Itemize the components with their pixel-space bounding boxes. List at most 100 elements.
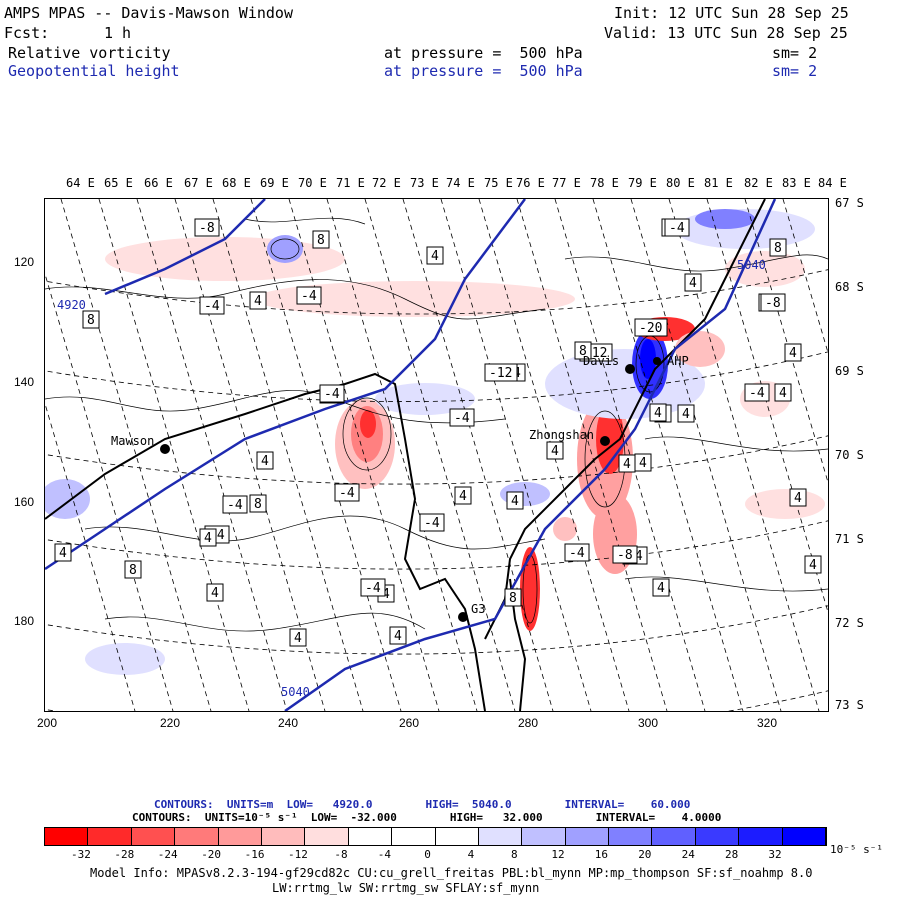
station-marker[interactable] — [600, 436, 610, 446]
map-panel[interactable]: -884-4-44-4-4-4-444-4-448484448444-444-4… — [44, 198, 829, 712]
y-tick-label: 160 — [14, 495, 35, 509]
vorticity-label: -4 — [339, 486, 355, 501]
vorticity-label: 4 — [689, 276, 697, 291]
vorticity-label-box — [546, 441, 564, 460]
colorbar-tick-label: -8 — [334, 848, 348, 861]
vorticity-label-box — [289, 628, 307, 647]
y-tick-label: 120 — [14, 255, 35, 269]
station-marker[interactable] — [625, 364, 635, 374]
vorticity-label-box — [82, 310, 100, 329]
longitude-label: 77 E — [552, 176, 581, 190]
station-marker[interactable] — [458, 612, 468, 622]
vorticity-label: 4 — [789, 346, 797, 361]
colorbar-swatch — [782, 828, 827, 845]
colorbar-swatch — [739, 828, 783, 845]
vorticity-label-box — [222, 495, 248, 514]
meridian-line — [478, 199, 630, 711]
field1-name: Relative vorticity — [8, 44, 171, 62]
meridian-line — [554, 199, 706, 711]
vorticity-label: -8 — [199, 221, 215, 236]
vort-blob — [596, 404, 624, 474]
x-tick-label: 220 — [160, 716, 181, 730]
vorticity-label-box — [206, 583, 224, 602]
vorticity-label-box — [744, 383, 770, 402]
vort-blob — [640, 339, 656, 379]
colorbar-swatch — [392, 828, 436, 845]
vorticity-label: 4 — [394, 629, 402, 644]
vorticity-label: -12 — [489, 366, 512, 381]
longitude-label: 66 E — [144, 176, 173, 190]
vorticity-label: 4 — [459, 489, 467, 504]
vorticity-label: 4 — [204, 531, 212, 546]
vorticity-label-box — [506, 491, 524, 510]
vorticity-label: 4 — [382, 587, 390, 602]
field1-level: at pressure = 500 hPa — [384, 44, 583, 62]
longitude-label: 72 E — [372, 176, 401, 190]
vorticity-label: 4 — [809, 558, 817, 573]
latitude-label: 68 S — [835, 280, 864, 294]
station-marker[interactable] — [653, 357, 661, 365]
vorticity-label: -4 — [454, 411, 470, 426]
station-marker[interactable] — [160, 444, 170, 454]
x-tick-label: 260 — [399, 716, 420, 730]
vorticity-label-box — [419, 513, 445, 532]
vorticity-label-box — [804, 555, 822, 574]
vorticity-label-box — [334, 483, 360, 502]
colorbar-tick-label: -28 — [114, 848, 135, 861]
latitude-label: 69 S — [835, 364, 864, 378]
vorticity-label: 4 — [261, 454, 269, 469]
vorticity-label-box — [769, 238, 787, 257]
vorticity-label: -4 — [669, 221, 685, 236]
colorbar-tick-label: -4 — [377, 848, 392, 861]
vorticity-label: -4 — [749, 386, 765, 401]
vorticity-label-box — [634, 453, 652, 472]
longitude-label: 84 E — [818, 176, 847, 190]
vorticity-label-box — [652, 578, 670, 597]
vorticity-label-box — [684, 273, 702, 292]
vorticity-label: 4 — [682, 407, 690, 422]
height-label: 4920 — [57, 298, 86, 312]
colorbar-swatch — [565, 828, 610, 845]
vorticity-label-box — [256, 451, 274, 470]
longitude-label: 79 E — [628, 176, 657, 190]
vorticity-contours — [45, 217, 828, 632]
vorticity-label: 8 — [509, 591, 517, 606]
colorbar-tick-label: 8 — [511, 848, 518, 861]
vorticity-label: 8 — [774, 241, 782, 256]
longitude-label: 78 E — [590, 176, 619, 190]
vorticity-label-box — [484, 363, 518, 382]
vort-blob — [85, 643, 165, 675]
vorticity-label-box — [649, 403, 667, 422]
vorticity-label: -4 — [569, 546, 585, 561]
meridian-line — [630, 199, 782, 711]
colorbar-swatch — [175, 828, 219, 845]
colorbar-swatch — [522, 828, 566, 845]
longitude-label: 67 E — [184, 176, 213, 190]
vorticity-label-box — [784, 343, 802, 362]
vorticity-label: 8 — [129, 563, 137, 578]
colorbar-tick-label: -16 — [244, 848, 265, 861]
colorbar — [44, 827, 828, 846]
valid-time: Valid: 13 UTC Sun 28 Sep 25 — [604, 24, 848, 42]
vorticity-label-box — [296, 286, 322, 305]
colorbar-swatch — [695, 828, 740, 845]
vorticity-label-box — [426, 246, 444, 265]
vort-blob — [255, 281, 575, 317]
meridian-line — [45, 402, 136, 711]
colorbar-tick-label: -24 — [157, 848, 178, 861]
colorbar-tick-label: 24 — [681, 848, 695, 861]
vorticity-label: 4 — [211, 586, 219, 601]
vort-blob — [360, 410, 376, 438]
colorbar-swatch — [261, 828, 306, 845]
vorticity-label-box — [789, 488, 807, 507]
init-time: Init: 12 UTC Sun 28 Sep 25 — [614, 4, 849, 22]
vorticity-label: 4 — [254, 294, 262, 309]
model-title: AMPS MPAS -- Davis-Mawson Window — [4, 4, 293, 22]
longitude-label: 68 E — [222, 176, 251, 190]
vorticity-label-box — [124, 560, 142, 579]
colorbar-swatch — [652, 828, 696, 845]
colorbar-swatch — [305, 828, 349, 845]
colorbar-swatch — [478, 828, 523, 845]
vorticity-label: -4 — [365, 581, 381, 596]
longitude-label: 76 E — [516, 176, 545, 190]
